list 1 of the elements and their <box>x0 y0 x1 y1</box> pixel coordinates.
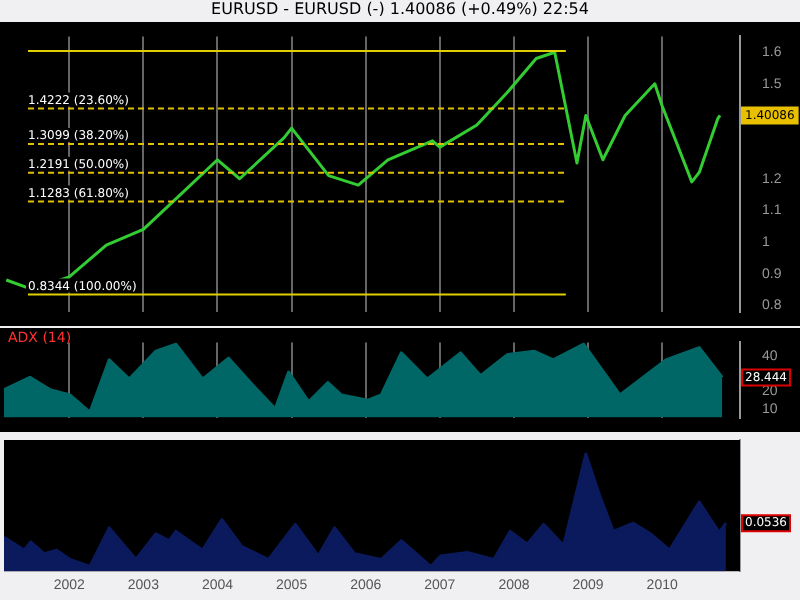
chart-title: EURUSD - EURUSD (-) 1.40086 (+0.49%) 22:54 <box>209 0 591 22</box>
